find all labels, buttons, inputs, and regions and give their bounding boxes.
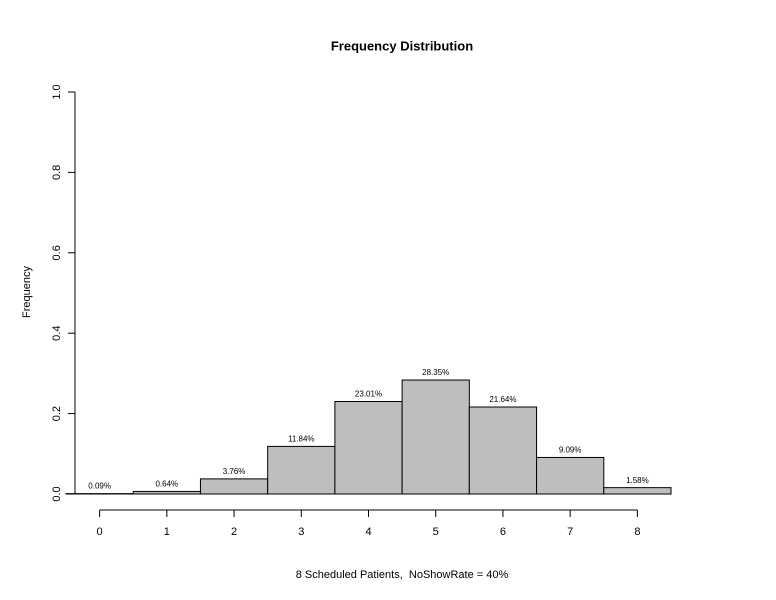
x-tick-label: 8 [634, 526, 640, 538]
value-label: 0.64% [155, 480, 178, 489]
y-tick-label: 0.2 [51, 406, 63, 421]
value-label: 23.01% [355, 390, 382, 399]
y-tick-label: 0.0 [51, 486, 63, 501]
x-axis-label: 8 Scheduled Patients, NoShowRate = 40% [296, 569, 509, 581]
bar [334, 400, 403, 495]
chart-title: Frequency Distribution [331, 38, 473, 53]
value-label: 0.09% [88, 482, 111, 491]
x-tick-label: 2 [231, 526, 237, 538]
y-tick-label: 0.4 [51, 326, 63, 341]
y-axis-label: Frequency [21, 266, 33, 318]
x-tick-label: 1 [164, 526, 170, 538]
bar [132, 490, 201, 495]
value-label: 3.76% [223, 467, 246, 476]
y-tick-label: 0.6 [51, 245, 63, 260]
x-tick-label: 7 [567, 526, 573, 538]
bar [401, 379, 470, 495]
bar [603, 487, 672, 495]
x-tick-label: 0 [97, 526, 103, 538]
bar [536, 456, 605, 495]
y-tick-label: 0.8 [51, 165, 63, 180]
value-label: 28.35% [422, 368, 449, 377]
x-tick-label: 5 [433, 526, 439, 538]
y-tick-label: 1.0 [51, 84, 63, 99]
x-tick-label: 3 [298, 526, 304, 538]
bar [199, 478, 269, 495]
value-label: 1.58% [626, 476, 649, 485]
x-tick-label: 6 [500, 526, 506, 538]
value-label: 9.09% [559, 446, 582, 455]
value-label: 11.84% [288, 435, 315, 444]
x-tick-label: 4 [365, 526, 371, 538]
bar [468, 406, 538, 495]
value-label: 21.64% [489, 395, 516, 404]
bar [267, 445, 336, 495]
